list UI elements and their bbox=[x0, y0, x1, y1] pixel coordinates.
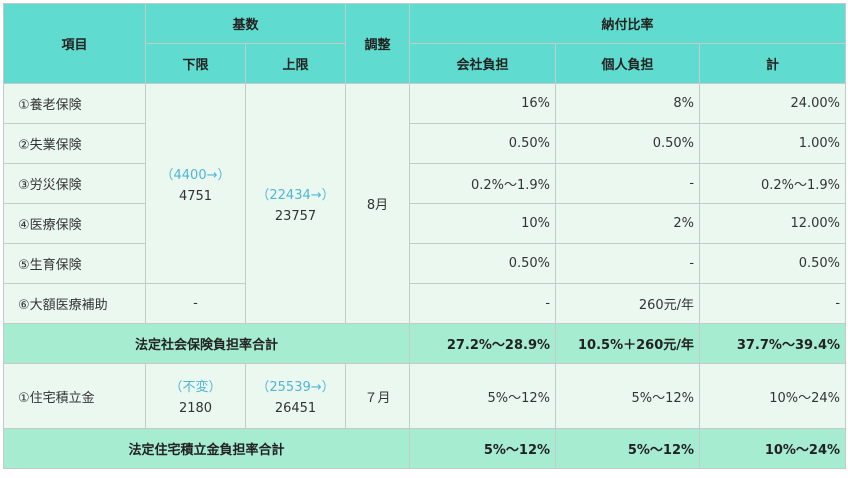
header-personal: 個人負担 bbox=[555, 43, 701, 84]
insurance-rate-table: 項目 基数 調整 納付比率 下限 上限 会社負担 個人負担 計 ①養老保険 （4… bbox=[2, 3, 847, 469]
housing-lower-new: 2180 bbox=[178, 401, 213, 416]
housing-sum-row: 法定住宅積立金負担率合計 5%～12% 5%～12% 10%～24% bbox=[2, 428, 847, 469]
social-sum-label: 法定社会保険負担率合計 bbox=[2, 323, 411, 364]
row-personal: 0.50% bbox=[555, 123, 701, 164]
table-row: ①養老保険 （4400→） 4751 （22434→） 23757 8月 16%… bbox=[3, 83, 847, 324]
row-item: ⑤生育保険 bbox=[3, 243, 146, 284]
row-item: ③労災保険 bbox=[3, 163, 146, 204]
housing-adjust: ７月 bbox=[345, 363, 411, 429]
housing-upper-cell: （25539→） 26451 bbox=[244, 363, 347, 429]
row-personal: 8% bbox=[555, 83, 701, 124]
row-company: 0.50% bbox=[409, 243, 557, 284]
row-total: 1.00% bbox=[699, 123, 847, 164]
row-item: ④医療保険 bbox=[3, 203, 146, 244]
table-row: ⑤生育保険 0.50% - 0.50% bbox=[3, 243, 847, 284]
header-ratio: 納付比率 bbox=[409, 3, 847, 44]
row-company: - bbox=[409, 283, 557, 324]
header-upper: 上限 bbox=[244, 43, 347, 84]
header-item: 項目 bbox=[3, 3, 146, 84]
header-company: 会社負担 bbox=[409, 43, 557, 84]
housing-row: ①住宅積立金 （不変） 2180 （25539→） 26451 ７月 5%～12… bbox=[3, 363, 847, 429]
table-row: ④医療保険 10% 2% 12.00% bbox=[3, 203, 847, 244]
housing-sum-total: 10%～24% bbox=[699, 428, 847, 469]
housing-lower-old: （不変） bbox=[169, 380, 222, 395]
row-company: 0.2%～1.9% bbox=[409, 163, 557, 204]
housing-lower-cell: （不変） 2180 bbox=[145, 363, 246, 429]
row-item: ②失業保険 bbox=[3, 123, 146, 164]
housing-sum-label: 法定住宅積立金負担率合計 bbox=[2, 428, 411, 469]
social-lower-cell: （4400→） 4751 bbox=[145, 83, 246, 284]
header-total: 計 bbox=[699, 43, 847, 84]
housing-upper-new: 26451 bbox=[274, 401, 317, 416]
row-company: 0.50% bbox=[409, 123, 557, 164]
social-sum-total: 37.7%～39.4% bbox=[699, 323, 847, 364]
row-item: ①養老保険 bbox=[3, 83, 146, 124]
header-adjust: 調整 bbox=[345, 3, 411, 84]
row-total: - bbox=[699, 283, 847, 324]
housing-item: ①住宅積立金 bbox=[3, 363, 146, 429]
row-personal: 2% bbox=[555, 203, 701, 244]
housing-personal: 5%～12% bbox=[555, 363, 701, 429]
header-lower: 下限 bbox=[145, 43, 246, 84]
table-row: ③労災保険 0.2%～1.9% - 0.2%～1.9% bbox=[3, 163, 847, 204]
row-personal: - bbox=[555, 243, 701, 284]
header-row-1: 項目 基数 調整 納付比率 bbox=[3, 3, 847, 84]
header-row-2: 下限 上限 会社負担 個人負担 計 bbox=[4, 43, 847, 84]
table-row: ②失業保険 0.50% 0.50% 1.00% bbox=[3, 123, 847, 164]
social-sum-row: 法定社会保険負担率合計 27.2%～28.9% 10.5%＋260元/年 37.… bbox=[2, 323, 847, 364]
header-base: 基数 bbox=[144, 3, 347, 44]
social-lower-new: 4751 bbox=[178, 188, 213, 204]
social-upper-cell: （22434→） 23757 bbox=[244, 83, 347, 324]
social-lower-old: （4400→） bbox=[160, 167, 231, 183]
row-item: ⑥大額医療補助 bbox=[3, 283, 146, 324]
row-total: 0.2%～1.9% bbox=[699, 163, 847, 204]
row-lower: - bbox=[145, 283, 246, 324]
social-sum-company: 27.2%～28.9% bbox=[409, 323, 557, 364]
housing-total: 10%～24% bbox=[699, 363, 847, 429]
row-personal: 260元/年 bbox=[555, 283, 701, 324]
housing-upper-old: （25539→） bbox=[256, 380, 335, 395]
row-company: 10% bbox=[409, 203, 557, 244]
row-total: 12.00% bbox=[699, 203, 847, 244]
social-adjust: 8月 bbox=[345, 83, 411, 324]
housing-sum-personal: 5%～12% bbox=[555, 428, 701, 469]
social-upper-new: 23757 bbox=[274, 208, 317, 224]
row-personal: - bbox=[555, 163, 701, 204]
row-total: 0.50% bbox=[699, 243, 847, 284]
housing-sum-company: 5%～12% bbox=[409, 428, 557, 469]
social-upper-old: （22434→） bbox=[256, 187, 335, 203]
table-row: ⑥大額医療補助 - - 260元/年 - bbox=[3, 283, 847, 324]
row-total: 24.00% bbox=[699, 83, 847, 124]
social-sum-personal: 10.5%＋260元/年 bbox=[555, 323, 701, 364]
housing-company: 5%～12% bbox=[409, 363, 557, 429]
row-company: 16% bbox=[409, 83, 557, 124]
